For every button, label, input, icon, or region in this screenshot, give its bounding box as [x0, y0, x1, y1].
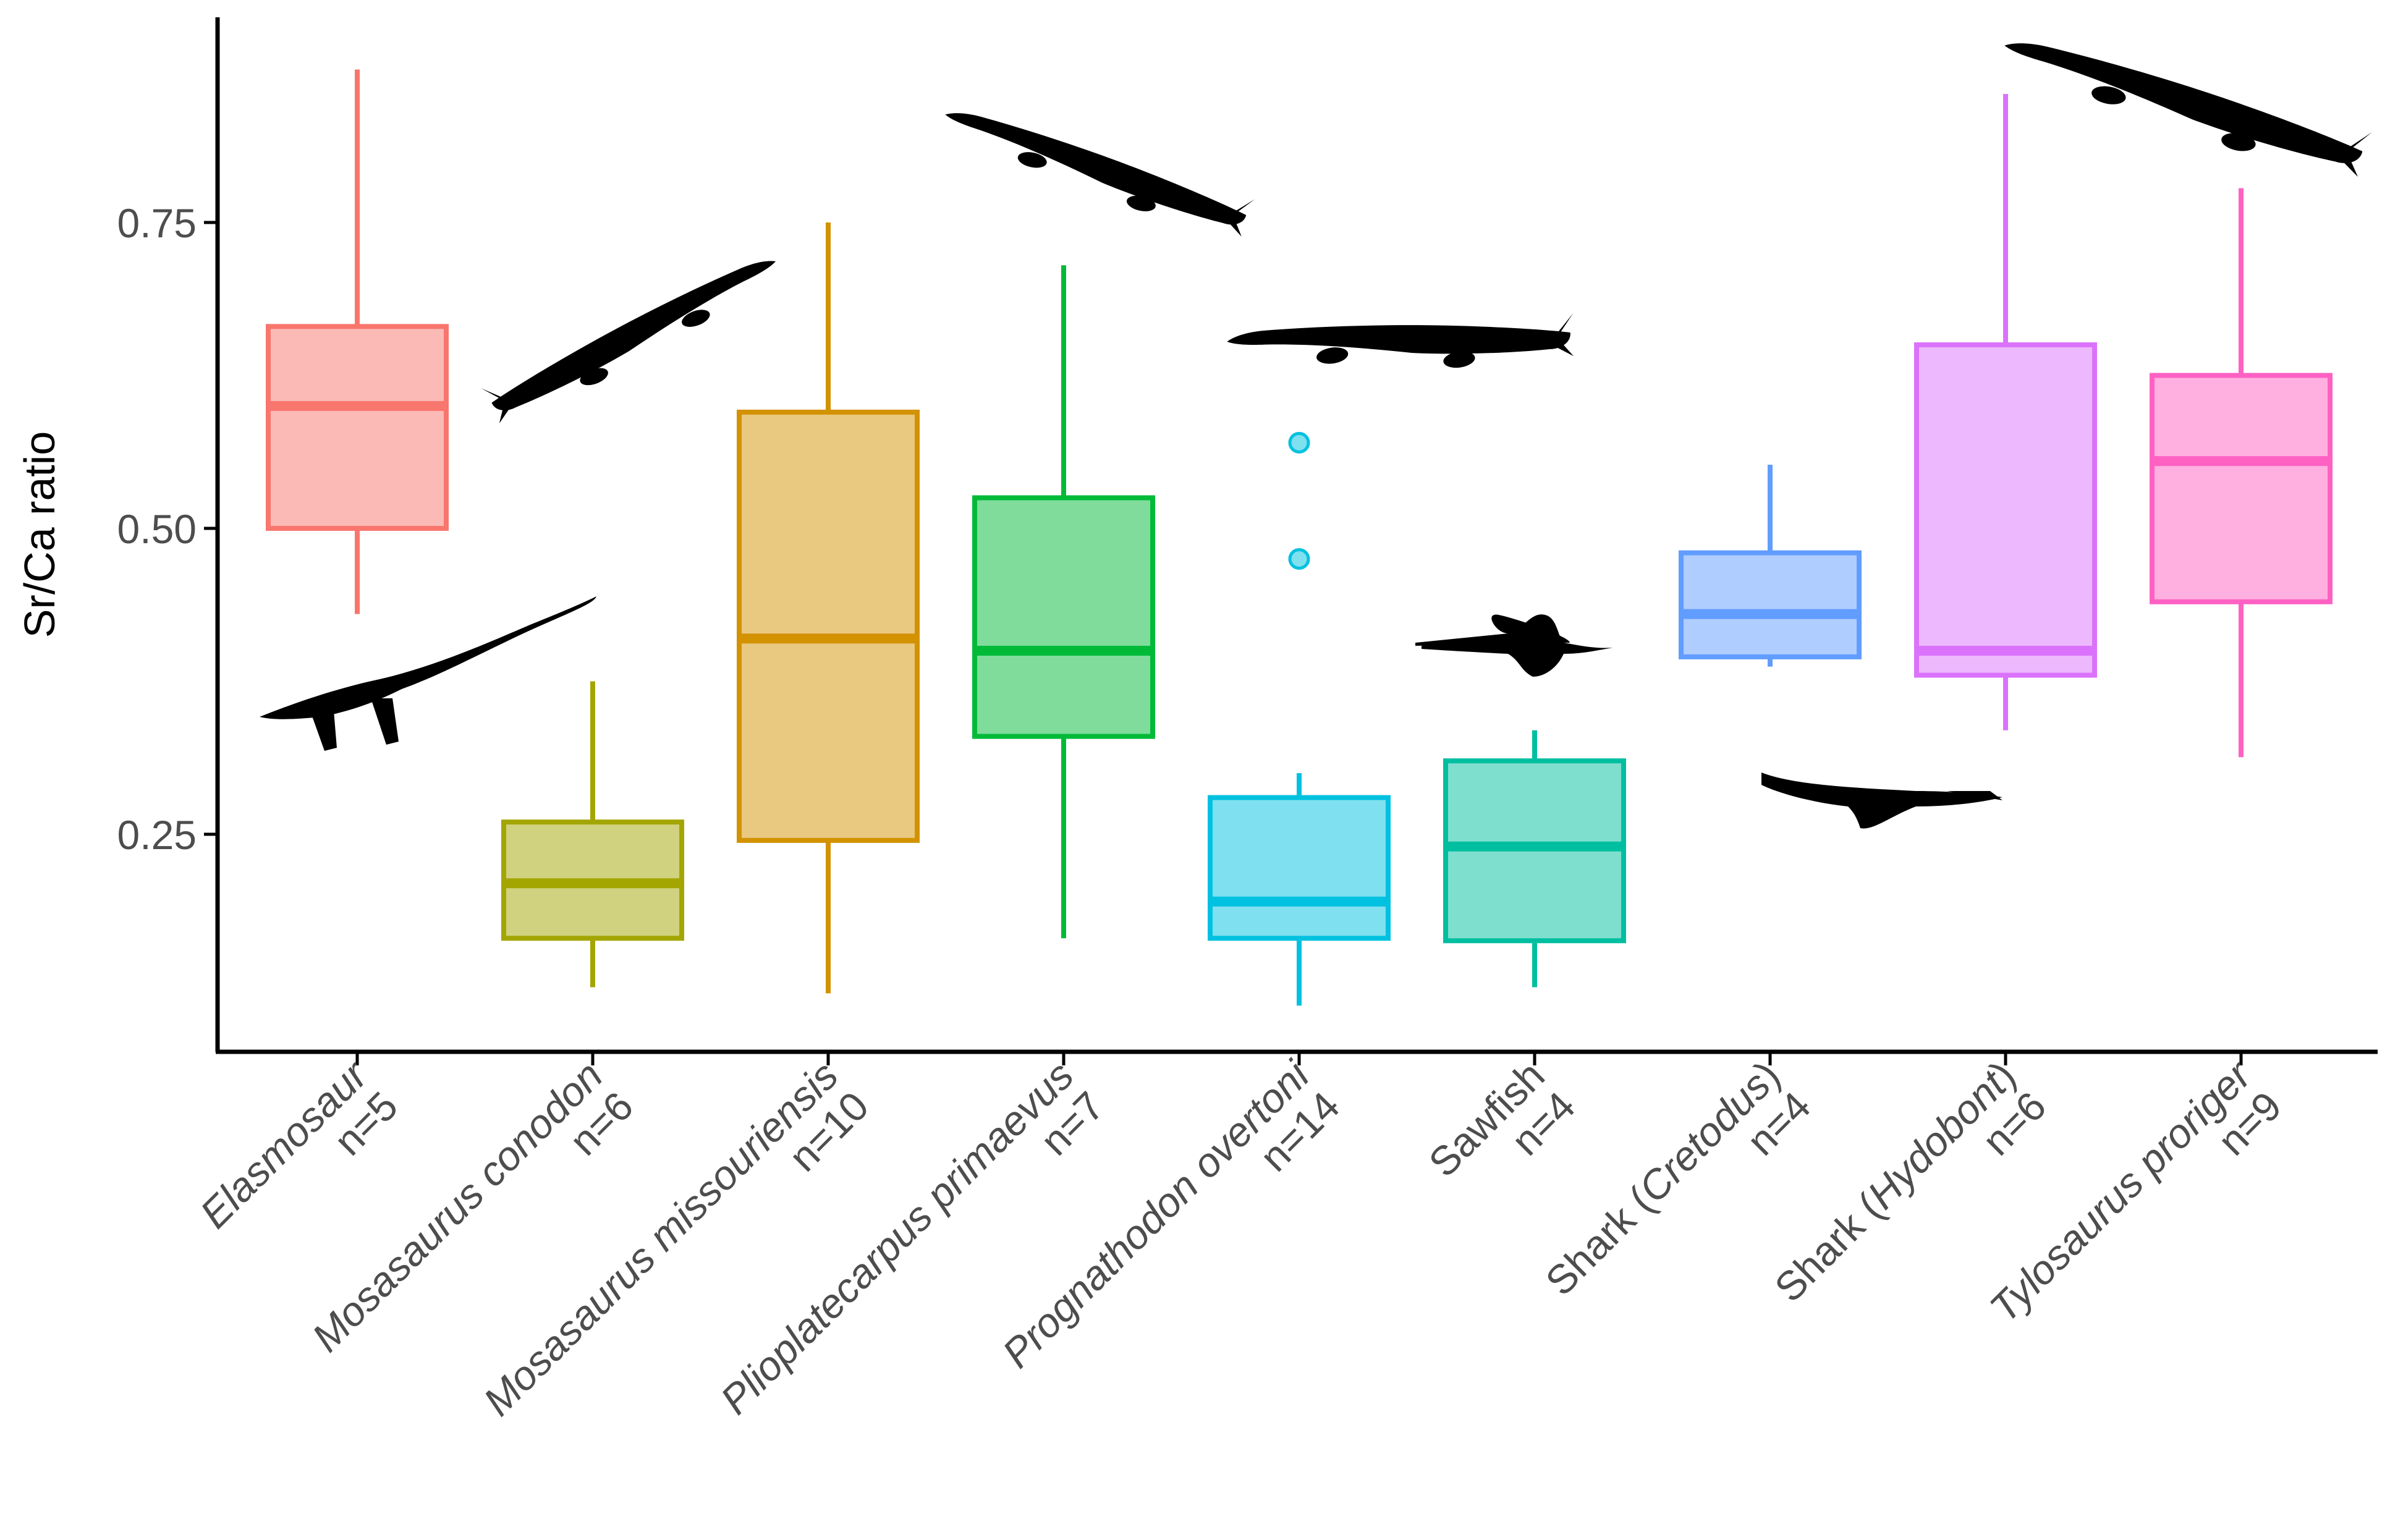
- iqr-box: [1679, 550, 1862, 659]
- boxes-layer: [266, 69, 2333, 1006]
- iqr-box: [1208, 795, 1391, 941]
- shark-silhouette: [1761, 772, 2002, 829]
- y-tick-label: 0.75: [117, 200, 197, 246]
- y-tick-label: 0.50: [117, 506, 197, 552]
- box-mosasaurus-missouriensis: [737, 222, 920, 994]
- x-tick-category-name: Shark (Hydobont): [1766, 1052, 2024, 1311]
- box-tylosaurus-proriger: [2150, 188, 2333, 758]
- mosasaur-silhouette: [472, 256, 796, 426]
- box-plioplatecarpus-primaevus: [972, 265, 1155, 939]
- box-shark-hydobont: [1914, 94, 2097, 730]
- iqr-box: [266, 324, 449, 531]
- silhouettes-layer: [260, 39, 2377, 829]
- iqr-box: [1914, 342, 2097, 678]
- box-elasmosaur: [266, 69, 449, 614]
- box-prognathodon-overtoni: [1208, 431, 1391, 1006]
- outlier-point: [1288, 548, 1310, 570]
- box-shark-cretodus: [1679, 465, 1862, 667]
- box-mosasaurus-conodon: [501, 681, 684, 988]
- sawfish-silhouette: [1415, 614, 1613, 677]
- iqr-box: [972, 495, 1155, 739]
- iqr-box: [2150, 373, 2333, 604]
- mosasaur-silhouette: [1226, 287, 1580, 404]
- elasmosaur-silhouette: [260, 596, 596, 751]
- y-axis-ticks: 0.25 0.50 0.75: [117, 200, 218, 858]
- box-sawfish: [1443, 730, 1626, 988]
- iqr-box: [737, 409, 920, 843]
- y-tick-label: 0.25: [117, 812, 197, 858]
- outlier-point: [1288, 431, 1310, 454]
- x-tick-label: Shark (Cretodus)n=4: [1536, 1052, 1819, 1305]
- y-axis-title: Sr/Ca ratio: [15, 431, 64, 638]
- x-tick-category-name: Shark (Cretodus): [1536, 1052, 1789, 1305]
- mosasaur-silhouette: [933, 109, 1260, 238]
- mosasaur-silhouette: [1993, 39, 2377, 178]
